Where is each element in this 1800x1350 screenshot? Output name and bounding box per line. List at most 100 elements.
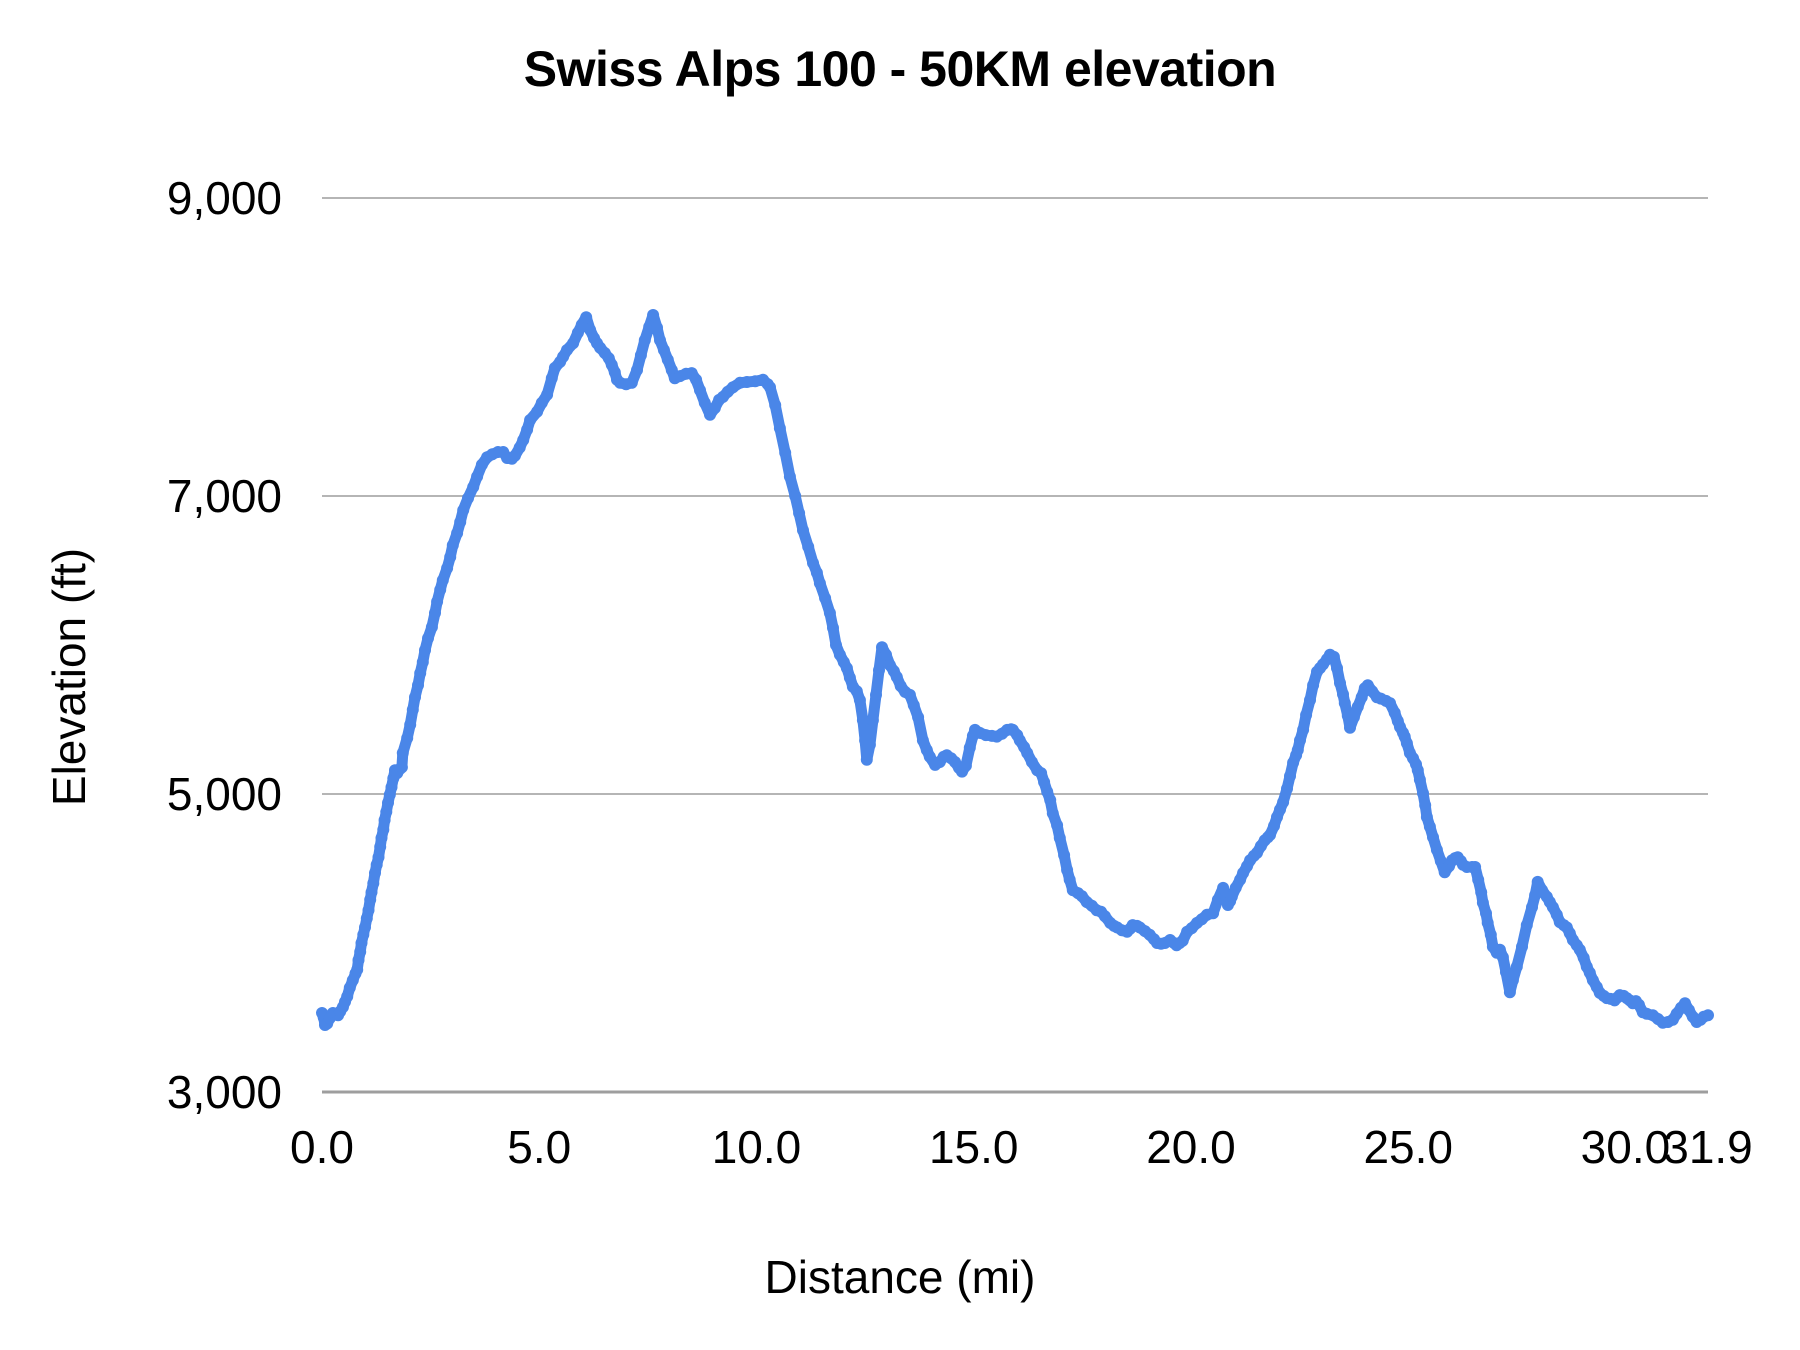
y-tick-label: 5,000: [167, 768, 282, 820]
elevation-point: [810, 566, 823, 579]
elevation-point: [1344, 721, 1356, 734]
elevation-point: [454, 516, 467, 529]
elevation-point: [1277, 796, 1290, 809]
chart-title: Swiss Alps 100 - 50KM elevation: [523, 41, 1277, 97]
elevation-point: [1294, 734, 1306, 747]
elevation-point: [1427, 831, 1439, 844]
elevation-point: [359, 921, 371, 934]
elevation-point: [541, 388, 554, 401]
elevation-point: [1355, 691, 1368, 704]
elevation-point: [1430, 843, 1443, 856]
elevation-point: [395, 761, 408, 774]
x-axis-title: Distance (mi): [764, 1251, 1036, 1303]
elevation-point: [1469, 861, 1482, 873]
elevation-point: [654, 334, 666, 347]
elevation-point: [1506, 974, 1519, 987]
elevation-point: [819, 592, 832, 605]
elevation-point: [873, 664, 885, 677]
elevation-point: [769, 399, 782, 412]
elevation-point: [396, 747, 409, 759]
elevation-point: [827, 621, 839, 634]
elevation-point: [377, 823, 390, 836]
elevation-point: [797, 524, 809, 537]
elevation-point: [793, 507, 806, 520]
elevation-point: [385, 781, 398, 794]
elevation-point: [764, 381, 776, 394]
elevation-point: [638, 334, 651, 347]
elevation-point: [380, 805, 393, 818]
elevation-point: [531, 405, 544, 418]
elevation-point: [890, 671, 903, 683]
elevation-point: [1304, 694, 1316, 707]
elevation-point: [912, 711, 925, 724]
elevation-point: [1484, 928, 1497, 941]
elevation-point: [907, 699, 920, 712]
elevation-point: [963, 741, 976, 754]
elevation-point: [1400, 737, 1413, 750]
elevation-point: [1423, 820, 1436, 833]
elevation-point: [351, 963, 364, 976]
elevation-point: [1526, 901, 1538, 914]
elevation-point: [1058, 849, 1071, 862]
elevation-point: [446, 539, 459, 552]
elevation-point: [365, 886, 378, 899]
elevation-point: [1046, 807, 1059, 820]
x-tick-label: 5.0: [507, 1121, 571, 1173]
y-tick-label: 7,000: [167, 470, 282, 522]
elevation-point: [362, 904, 375, 917]
elevation-point: [374, 840, 387, 853]
x-tick-label: 20.0: [1146, 1121, 1236, 1173]
elevation-point: [802, 540, 815, 553]
elevation-point: [903, 688, 916, 701]
elevation-point: [471, 470, 484, 483]
elevation-point: [1264, 829, 1276, 841]
elevation-point: [657, 344, 670, 356]
elevation-point: [419, 644, 431, 657]
elevation-point: [401, 732, 414, 745]
elevation-point: [880, 648, 892, 661]
elevation-point: [651, 321, 663, 334]
elevation-point: [521, 423, 534, 436]
elevation-point: [1331, 662, 1343, 675]
x-tick-label: 0.0: [290, 1121, 354, 1173]
elevation-point: [807, 557, 819, 569]
elevation-point: [1044, 794, 1057, 806]
elevation-point: [429, 607, 441, 619]
elevation-point: [524, 414, 537, 426]
elevation-point: [1351, 700, 1364, 713]
elevation-point: [625, 376, 638, 389]
elevation-point: [1281, 782, 1293, 795]
elevation-point: [863, 738, 876, 751]
elevation-point: [1063, 873, 1076, 886]
elevation-point: [1176, 934, 1189, 947]
elevation-point: [1503, 986, 1516, 999]
x-tick-label: 31.9: [1663, 1121, 1753, 1173]
elevation-point: [545, 372, 558, 385]
elevation-point: [694, 384, 706, 397]
elevation-point: [1284, 770, 1296, 783]
elevation-point: [580, 311, 593, 324]
elevation-point: [1338, 697, 1351, 710]
elevation-point: [567, 337, 580, 350]
elevation-point: [773, 422, 786, 435]
elevation-point: [1291, 744, 1304, 756]
elevation-point: [425, 621, 438, 634]
elevation-point: [434, 583, 447, 596]
elevation-point: [634, 349, 647, 362]
x-tick-label: 10.0: [712, 1121, 802, 1173]
elevation-point: [1481, 916, 1494, 929]
y-tick-label: 3,000: [167, 1066, 282, 1118]
elevation-point: [1420, 811, 1433, 824]
elevation-point: [1384, 697, 1396, 710]
elevation-point: [1327, 650, 1340, 663]
y-tick-label: 9,000: [167, 172, 282, 224]
elevation-point: [1510, 960, 1523, 973]
elevation-point: [661, 353, 674, 366]
elevation-point: [823, 607, 836, 619]
elevation-point: [409, 691, 421, 704]
elevation-point: [1500, 966, 1512, 979]
elevation-point: [647, 309, 660, 321]
elevation-point: [1702, 1009, 1714, 1022]
elevation-point: [457, 504, 470, 517]
